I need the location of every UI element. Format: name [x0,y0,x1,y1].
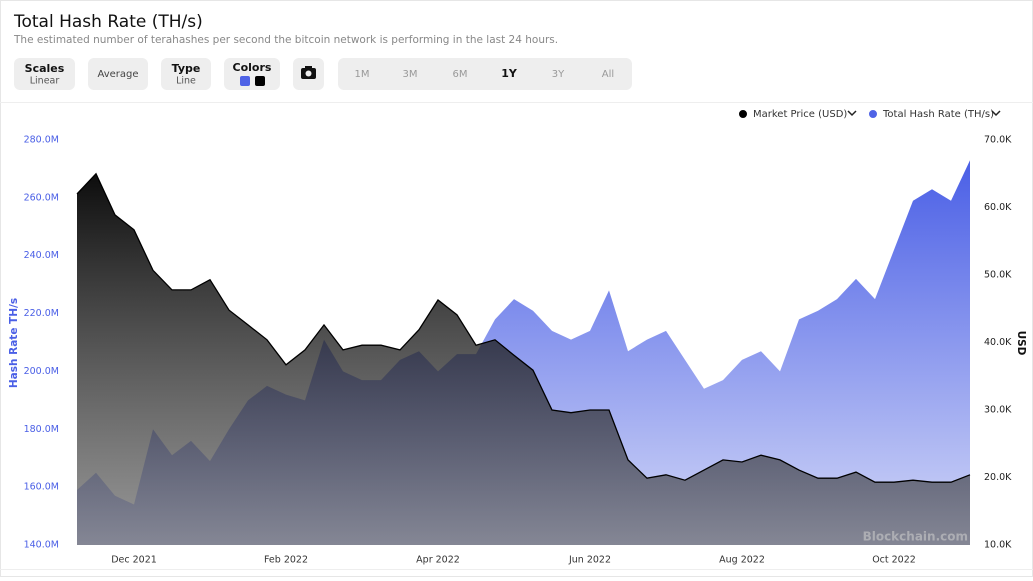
camera-icon [305,70,312,77]
y2-tick-label: 30.0K [984,405,1012,416]
y-tick-label: 160.0M [24,482,59,493]
series-line [76,172,971,483]
x-tick-label: Apr 2022 [416,555,460,566]
title: Total Hash Rate (TH/s) [13,12,203,32]
range-button[interactable]: 1Y [501,67,518,80]
legend-marker[interactable] [868,109,878,119]
range-button[interactable]: 3M [403,69,418,80]
legend-marker[interactable] [738,109,748,119]
range-group [338,58,632,90]
button-value: Line [176,76,196,87]
y2-axis-title: USD [1015,331,1027,356]
y-tick-label: 280.0M [24,135,59,146]
range-button[interactable]: 6M [453,69,468,80]
y-tick-label: 200.0M [24,366,59,377]
legend-label[interactable]: Total Hash Rate (TH/s) [882,109,994,120]
y2-tick-label: 60.0K [984,202,1012,213]
x-tick-label: Dec 2021 [111,555,157,566]
x-tick-label: Jun 2022 [568,555,611,566]
watermark: Blockchain.com [863,530,968,544]
range-button[interactable]: 3Y [552,69,565,80]
screenshot-button[interactable] [293,58,324,90]
y2-tick-label: 40.0K [984,337,1012,348]
y-tick-label: 140.0M [24,540,59,551]
button-bg [14,58,75,90]
range-button[interactable]: All [602,69,614,80]
y2-tick-label: 20.0K [984,472,1012,483]
legend-chevron[interactable] [991,110,1001,117]
button-value: Linear [30,76,60,87]
subtitle: The estimated number of terahashes per s… [13,34,558,46]
y-axis-title: Hash Rate TH/s [8,298,20,388]
colors-button[interactable]: Colors [224,58,280,90]
series-area [77,173,970,546]
average-button[interactable]: Average [88,58,148,90]
plot: 140.0M 160.0M 180.0M 200.0M 220.0M 240.0M 260.… [24,135,1013,566]
y2-tick-label: 10.0K [984,540,1012,551]
scales-button[interactable]: Scales Linear [14,58,75,90]
type-button[interactable]: Type Line [161,58,211,90]
x-tick-label: Aug 2022 [719,555,765,566]
y2-tick-label: 70.0K [984,135,1012,146]
color-swatch [240,76,250,86]
button-bg [88,58,148,90]
y-tick-label: 220.0M [24,308,59,319]
button-bg [161,58,211,90]
button-bg [224,58,280,90]
button-label: Average [97,69,138,80]
button-label: Colors [233,61,272,74]
button-label: Type [172,62,201,75]
color-swatch [255,76,265,86]
camera-icon [305,66,312,69]
legend: Market Price (USD) Total Hash Rate (TH/s) [738,109,1001,120]
y-tick-label: 260.0M [24,192,59,203]
y-tick-label: 240.0M [24,250,59,261]
legend-chevron[interactable] [847,110,857,117]
button-label: Scales [25,62,65,75]
x-tick-label: Feb 2022 [264,555,308,566]
y2-tick-label: 50.0K [984,270,1012,281]
range-button[interactable]: 1M [355,69,370,80]
legend-label[interactable]: Market Price (USD) [753,109,847,120]
x-tick-label: Oct 2022 [872,555,916,566]
range-buttons: 1M 3M 6M 1Y 3Y All [355,67,615,80]
y-tick-label: 180.0M [24,424,59,435]
